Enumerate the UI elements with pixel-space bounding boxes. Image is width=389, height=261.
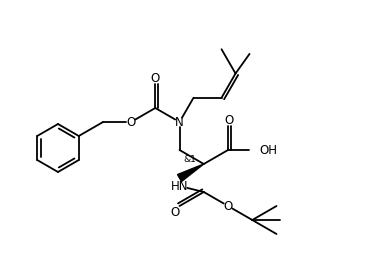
- Text: N: N: [175, 116, 184, 128]
- Text: O: O: [126, 116, 136, 128]
- Text: HN: HN: [171, 180, 188, 193]
- Text: O: O: [223, 199, 233, 212]
- Text: OH: OH: [259, 144, 277, 157]
- Text: &1: &1: [183, 155, 196, 163]
- Text: O: O: [170, 205, 179, 218]
- Text: O: O: [224, 114, 234, 127]
- Polygon shape: [177, 164, 204, 181]
- Text: O: O: [151, 72, 160, 85]
